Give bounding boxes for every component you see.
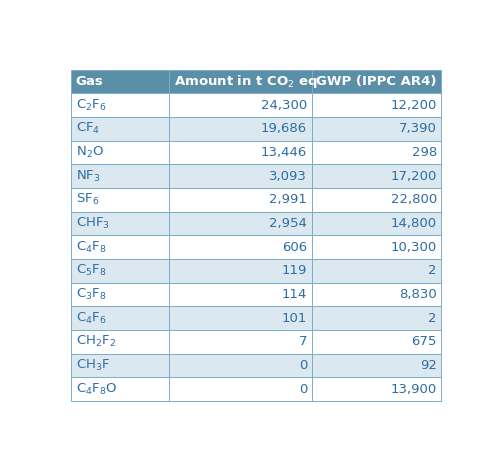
Bar <box>71 283 169 306</box>
Text: CHF$_3$: CHF$_3$ <box>76 216 110 231</box>
Bar <box>71 164 169 188</box>
Text: GWP (IPPC AR4): GWP (IPPC AR4) <box>316 75 437 88</box>
Text: NF$_3$: NF$_3$ <box>76 169 100 184</box>
Bar <box>312 141 442 164</box>
Text: C$_4$F$_6$: C$_4$F$_6$ <box>76 311 106 326</box>
Text: 675: 675 <box>412 336 437 349</box>
Text: CH$_2$F$_2$: CH$_2$F$_2$ <box>76 334 116 350</box>
Bar <box>169 330 312 354</box>
Bar <box>169 354 312 377</box>
Text: CF$_4$: CF$_4$ <box>76 121 100 137</box>
Text: Amount in t CO$_2$ eq: Amount in t CO$_2$ eq <box>174 73 318 90</box>
Text: 0: 0 <box>299 359 307 372</box>
Bar <box>169 93 312 117</box>
Bar <box>312 377 442 401</box>
Bar <box>312 69 442 93</box>
Text: 2: 2 <box>428 264 437 277</box>
Bar <box>71 330 169 354</box>
Text: C$_5$F$_8$: C$_5$F$_8$ <box>76 263 106 278</box>
Bar <box>312 212 442 235</box>
Text: 8,830: 8,830 <box>399 288 437 301</box>
Text: 12,200: 12,200 <box>390 99 437 111</box>
Text: 7: 7 <box>298 336 307 349</box>
Bar <box>71 235 169 259</box>
Bar <box>169 212 312 235</box>
Bar <box>71 141 169 164</box>
Text: 114: 114 <box>282 288 307 301</box>
Text: C$_2$F$_6$: C$_2$F$_6$ <box>76 97 106 113</box>
Bar <box>169 141 312 164</box>
Text: 14,800: 14,800 <box>390 217 437 230</box>
Text: 22,800: 22,800 <box>390 193 437 206</box>
Bar <box>169 283 312 306</box>
Bar <box>71 69 169 93</box>
Bar <box>312 283 442 306</box>
Text: 119: 119 <box>282 264 307 277</box>
Bar <box>71 306 169 330</box>
Bar <box>169 188 312 212</box>
Text: 7,390: 7,390 <box>399 122 437 135</box>
Bar <box>71 212 169 235</box>
Bar <box>312 188 442 212</box>
Bar <box>312 306 442 330</box>
Bar <box>312 259 442 283</box>
Bar <box>312 330 442 354</box>
Bar <box>312 93 442 117</box>
Text: C$_4$F$_8$O: C$_4$F$_8$O <box>76 382 117 397</box>
Text: 92: 92 <box>420 359 437 372</box>
Text: 298: 298 <box>412 146 437 159</box>
Text: 10,300: 10,300 <box>390 240 437 254</box>
Text: CH$_3$F: CH$_3$F <box>76 358 110 373</box>
Text: 2,954: 2,954 <box>270 217 307 230</box>
Bar <box>169 117 312 141</box>
Bar <box>169 306 312 330</box>
Bar <box>169 69 312 93</box>
Bar <box>71 117 169 141</box>
Bar <box>312 164 442 188</box>
Text: 2,991: 2,991 <box>270 193 307 206</box>
Text: 17,200: 17,200 <box>390 170 437 183</box>
Bar <box>71 259 169 283</box>
Text: 101: 101 <box>282 312 307 325</box>
Text: SF$_6$: SF$_6$ <box>76 192 99 207</box>
Text: 2: 2 <box>428 312 437 325</box>
Text: 3,093: 3,093 <box>270 170 307 183</box>
Text: N$_2$O: N$_2$O <box>76 145 104 160</box>
Bar <box>169 377 312 401</box>
Bar <box>71 93 169 117</box>
Bar <box>169 164 312 188</box>
Text: 606: 606 <box>282 240 307 254</box>
Bar <box>312 117 442 141</box>
Text: C$_3$F$_8$: C$_3$F$_8$ <box>76 287 106 302</box>
Bar <box>71 188 169 212</box>
Bar <box>312 235 442 259</box>
Text: 13,446: 13,446 <box>261 146 307 159</box>
Bar <box>169 235 312 259</box>
Bar <box>71 377 169 401</box>
Text: 19,686: 19,686 <box>261 122 307 135</box>
Text: 13,900: 13,900 <box>390 383 437 396</box>
Text: Gas: Gas <box>76 75 104 88</box>
Text: 24,300: 24,300 <box>261 99 307 111</box>
Text: C$_4$F$_8$: C$_4$F$_8$ <box>76 240 106 255</box>
Bar <box>169 259 312 283</box>
Bar <box>71 354 169 377</box>
Text: 0: 0 <box>299 383 307 396</box>
Bar <box>312 354 442 377</box>
